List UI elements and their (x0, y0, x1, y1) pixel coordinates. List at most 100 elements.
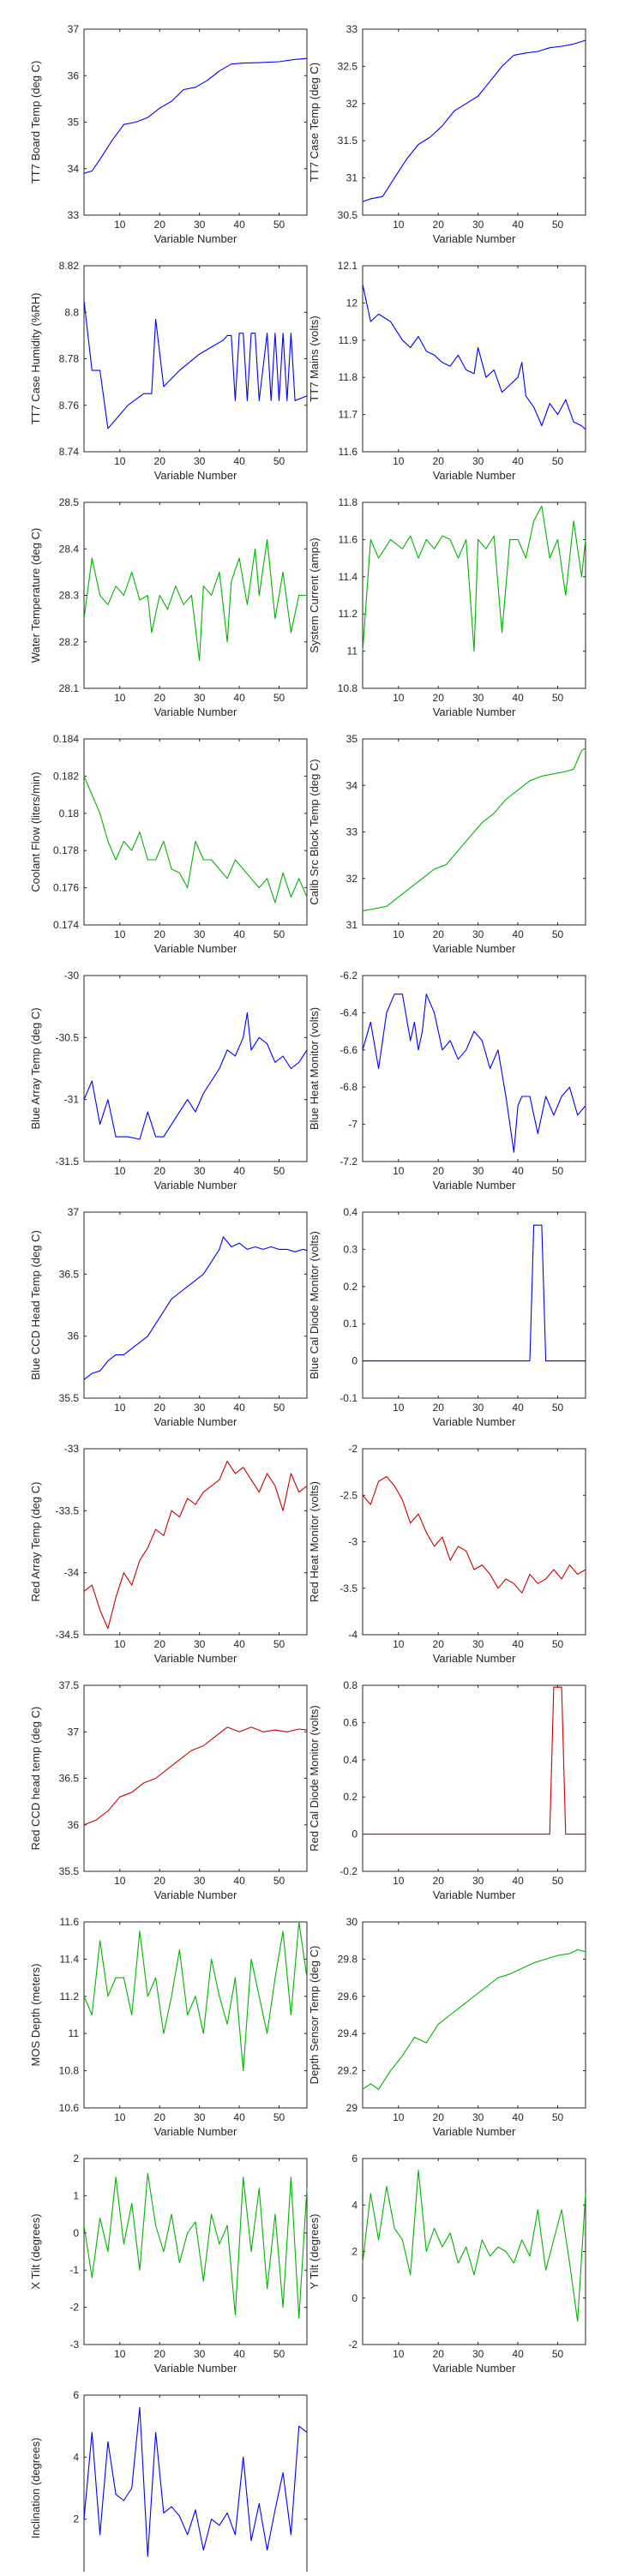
plot-frame (362, 1211, 586, 1399)
x-tick-label: 20 (433, 1638, 445, 1650)
x-axis-label: Variable Number (433, 2125, 516, 2138)
x-tick-label: 40 (512, 1638, 524, 1650)
x-tick-label: 30 (472, 928, 484, 940)
x-tick-label: 30 (472, 1638, 484, 1650)
y-tick-label: 37 (68, 1206, 80, 1218)
x-tick-label: 40 (512, 2348, 524, 2360)
y-tick-label: 29.4 (338, 2027, 358, 2039)
x-tick-label: 10 (393, 2111, 405, 2123)
y-tick-label: 0 (73, 2227, 79, 2239)
y-tick-label: 0.2 (343, 1791, 358, 1803)
y-tick-label: 0.178 (53, 844, 79, 856)
series-line (83, 776, 308, 904)
y-tick-label: 0.184 (53, 733, 79, 745)
x-tick-label: 50 (552, 219, 564, 231)
y-tick-label: 34 (68, 163, 80, 175)
y-tick-label: 29.2 (338, 2065, 358, 2077)
x-tick-label: 20 (433, 219, 445, 231)
y-axis-label: TT7 Board Temp (deg C) (29, 61, 42, 184)
y-axis-label: Inclination (degrees) (29, 2438, 42, 2539)
x-tick-label: 40 (233, 455, 245, 467)
subplot: 10 20 30 40 50 30.5 31 31.5 32 32.5 33 Variable Num… (308, 23, 586, 245)
y-tick-label: 0.18 (59, 808, 80, 820)
x-tick-label: 40 (233, 2348, 245, 2360)
y-tick-label: 0 (352, 2292, 358, 2304)
x-axis-label: Variable Number (433, 1888, 516, 1901)
series-line (83, 57, 308, 174)
x-tick-label: 50 (552, 455, 564, 467)
x-tick-label: 50 (273, 2111, 285, 2123)
x-tick-label: 10 (393, 692, 405, 704)
y-tick-label: 0 (352, 1355, 358, 1367)
plot-frame (362, 1684, 586, 1872)
y-tick-label: 0.2 (343, 1281, 358, 1293)
y-tick-label: 11 (69, 2027, 80, 2039)
y-axis-label: Red CCD head temp (deg C) (29, 1707, 42, 1851)
series-line (362, 39, 586, 202)
y-tick-label: 28.1 (59, 682, 80, 694)
y-tick-label: 4 (352, 2199, 358, 2211)
x-tick-label: 50 (552, 1638, 564, 1650)
y-tick-label: -34.5 (56, 1629, 80, 1641)
x-tick-label: 50 (273, 692, 285, 704)
y-tick-label: -7 (348, 1119, 358, 1131)
subplot: 10 20 30 40 50 0.174 0.176 0.178 0.18 0.182 0.184 V… (29, 733, 308, 955)
y-tick-label: -30 (64, 970, 80, 982)
x-tick-label: 10 (114, 1638, 126, 1650)
y-tick-label: 0.8 (343, 1679, 358, 1691)
y-tick-label: 11.4 (60, 1953, 80, 1965)
subplot: 10 20 30 40 50 29 29.2 29.4 29.6 29.8 30 Variable N… (308, 1916, 586, 2138)
y-tick-label: 35.5 (59, 1865, 80, 1877)
y-tick-label: 11.6 (60, 1916, 80, 1928)
x-tick-label: 20 (154, 219, 166, 231)
x-axis-label: Variable Number (154, 232, 237, 245)
y-axis-label: MOS Depth (meters) (29, 1964, 42, 2067)
x-tick-label: 10 (114, 2348, 126, 2360)
x-tick-label: 30 (194, 1165, 206, 1177)
y-tick-label: 31 (346, 919, 358, 931)
x-tick-label: 20 (154, 455, 166, 467)
x-tick-label: 40 (233, 219, 245, 231)
series-line (362, 284, 586, 430)
x-axis-label: Variable Number (433, 1415, 516, 1428)
x-tick-label: 40 (233, 1875, 245, 1887)
y-axis-label: Blue Heat Monitor (volts) (308, 1007, 321, 1130)
y-tick-label: 0.182 (53, 770, 79, 782)
x-tick-label: 10 (393, 1638, 405, 1650)
y-tick-label: 31 (346, 172, 358, 184)
y-tick-label: 33 (346, 23, 358, 35)
y-tick-label: -2 (348, 1443, 358, 1455)
x-tick-label: 20 (433, 1165, 445, 1177)
x-tick-label: 30 (194, 2111, 206, 2123)
plot-frame (83, 2158, 308, 2345)
subplot: 10 20 30 40 50 10.8 11 11.2 11.4 11.6 11.8 Variable… (308, 496, 586, 718)
x-tick-label: 20 (433, 2111, 445, 2123)
y-tick-label: 12 (346, 297, 358, 309)
y-tick-label: 6 (352, 2153, 358, 2165)
y-tick-label: 0.176 (53, 882, 79, 894)
x-tick-label: 20 (154, 692, 166, 704)
y-tick-label: -0.2 (340, 1865, 358, 1877)
x-tick-label: 40 (233, 692, 245, 704)
y-tick-label: 0.4 (343, 1754, 358, 1766)
y-tick-label: 28.2 (59, 636, 80, 648)
y-tick-label: -33 (64, 1443, 80, 1455)
y-tick-label: 1 (73, 2189, 79, 2201)
y-tick-label: -31.5 (56, 1156, 80, 1168)
y-tick-label: 36.5 (59, 1268, 80, 1280)
x-tick-label: 50 (273, 1165, 285, 1177)
y-tick-label: 8.76 (59, 399, 80, 411)
series-line (83, 1921, 308, 2072)
y-tick-label: 11.8 (339, 371, 358, 383)
x-tick-label: 10 (114, 1165, 126, 1177)
y-tick-label: 30 (346, 1916, 358, 1928)
series-line (83, 2172, 308, 2320)
x-tick-label: 20 (154, 1402, 166, 1414)
y-tick-label: -2 (348, 2339, 358, 2351)
plot-frame (83, 265, 308, 453)
y-tick-label: 12.1 (338, 260, 358, 272)
y-axis-label: Red Array Temp (deg C) (29, 1482, 42, 1602)
x-axis-label: Variable Number (433, 706, 516, 718)
x-tick-label: 50 (552, 1402, 564, 1414)
y-tick-label: 28.5 (59, 496, 80, 508)
